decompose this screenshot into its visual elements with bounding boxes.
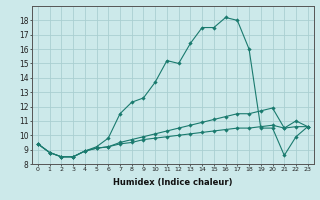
X-axis label: Humidex (Indice chaleur): Humidex (Indice chaleur) [113, 178, 233, 187]
